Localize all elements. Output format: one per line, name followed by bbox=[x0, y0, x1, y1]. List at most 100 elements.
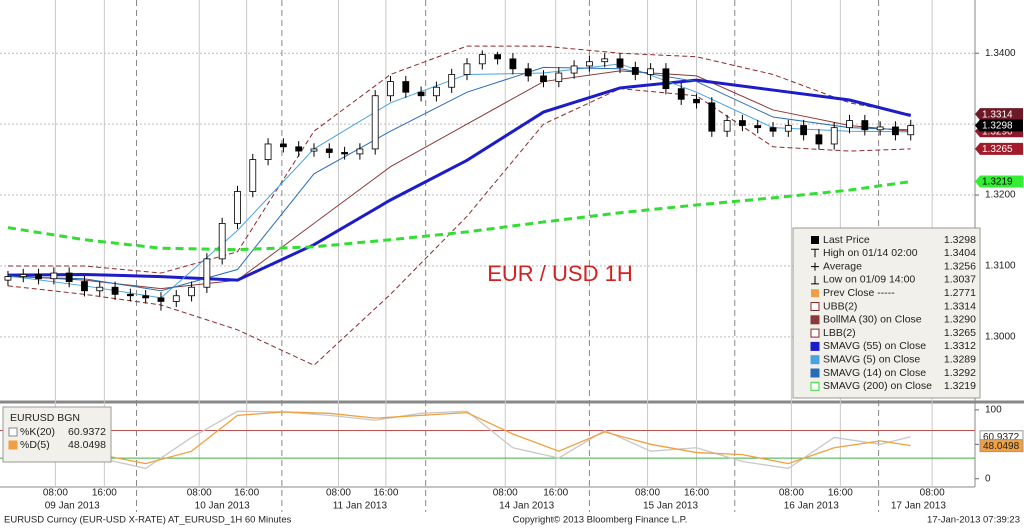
x-tick-label: 16:00 bbox=[684, 488, 709, 499]
candle-body bbox=[448, 74, 456, 88]
annotation: EUR / USD 1H bbox=[487, 261, 632, 286]
legend-icon bbox=[811, 248, 819, 258]
candle-body bbox=[876, 126, 884, 131]
candle-body bbox=[494, 54, 501, 60]
legend-value: 1.3292 bbox=[944, 367, 976, 379]
candle-body bbox=[586, 61, 593, 67]
legend-label: LBB(2) bbox=[823, 327, 856, 339]
candle-body bbox=[325, 148, 333, 153]
price-tag-label: 1.3298 bbox=[982, 121, 1013, 132]
candle-body bbox=[188, 286, 195, 297]
legend-label: Prev Close ----- bbox=[823, 287, 895, 299]
legend-swatch bbox=[8, 440, 18, 450]
candle-body bbox=[540, 75, 547, 82]
candle-body bbox=[907, 125, 915, 136]
legend-icon bbox=[811, 275, 819, 285]
candle-body bbox=[754, 125, 762, 129]
x-tick-label: 08:00 bbox=[43, 488, 68, 499]
legend-label: Low on 01/09 14:00 bbox=[823, 274, 915, 286]
date-label: 14 Jan 2013 bbox=[499, 501, 554, 512]
legend-swatch bbox=[810, 302, 820, 311]
candle-body bbox=[524, 68, 532, 77]
candle-body bbox=[846, 120, 853, 129]
price-tag-label: 1.3219 bbox=[982, 177, 1013, 188]
candle-body bbox=[555, 72, 563, 82]
legend-swatch bbox=[810, 328, 820, 338]
legend-swatch bbox=[8, 427, 18, 437]
candle-body bbox=[647, 68, 655, 75]
candle-body bbox=[19, 274, 27, 277]
date-label: 16 Jan 2013 bbox=[784, 501, 839, 512]
x-tick-label: 08:00 bbox=[779, 488, 804, 499]
legend-swatch bbox=[811, 289, 819, 298]
stoch-legend: EURUSD BGN %K(20) 60.9372 %D(5) 48.0498 bbox=[2, 406, 112, 463]
candle-body bbox=[157, 297, 165, 302]
candle-body bbox=[662, 68, 670, 90]
y-tick-label: 1.3200 bbox=[985, 190, 1016, 201]
x-tick-label: 16:00 bbox=[234, 488, 259, 499]
candle-body bbox=[172, 295, 180, 302]
candle-body bbox=[693, 98, 700, 104]
date-label: 09 Jan 2013 bbox=[45, 501, 100, 512]
stoch-tag bbox=[979, 439, 1024, 453]
legend-value: 1.3312 bbox=[944, 340, 976, 352]
candle-body bbox=[142, 295, 150, 299]
legend-label: %K(20) bbox=[20, 426, 55, 438]
legend-label: SMAVG (14) on Close bbox=[823, 367, 926, 379]
candle-body bbox=[509, 58, 517, 70]
candle-body bbox=[234, 191, 241, 224]
legend-swatch bbox=[810, 381, 820, 391]
x-tick-label: 16:00 bbox=[92, 488, 117, 499]
candle-body bbox=[861, 120, 869, 131]
candle-body bbox=[295, 146, 303, 152]
candle-body bbox=[769, 127, 777, 132]
date-label: 11 Jan 2013 bbox=[333, 501, 388, 512]
candle-body bbox=[96, 286, 104, 292]
y-tick-label: 1.3100 bbox=[985, 261, 1016, 272]
y-tick-label: 1.3400 bbox=[985, 48, 1016, 59]
candle-body bbox=[478, 54, 486, 65]
legend-swatch bbox=[811, 236, 819, 244]
x-tick-label: 16:00 bbox=[373, 488, 398, 499]
legend-value: 1.3404 bbox=[944, 247, 976, 259]
candle-body bbox=[264, 143, 272, 160]
candle-body bbox=[356, 148, 364, 155]
candle-body bbox=[631, 66, 639, 75]
candle-body bbox=[341, 152, 348, 155]
legend-label: BollMA (30) on Close bbox=[823, 314, 922, 326]
x-tick-label: 08:00 bbox=[326, 488, 351, 499]
candle-body bbox=[371, 95, 379, 150]
candle-body bbox=[815, 134, 823, 145]
legend-value: 48.0498 bbox=[68, 439, 106, 451]
legend-label: Average bbox=[823, 260, 862, 272]
footer-center: Copyright© 2013 Bloomberg Finance L.P. bbox=[513, 515, 688, 526]
y-tick-label: 0 bbox=[985, 473, 991, 484]
legend-label: SMAVG (5) on Close bbox=[823, 353, 920, 365]
candle-body bbox=[800, 125, 808, 136]
stoch-title: EURUSD BGN bbox=[10, 412, 80, 424]
candle-body bbox=[784, 125, 792, 132]
legend-swatch bbox=[810, 355, 820, 365]
series-line bbox=[7, 45, 911, 274]
legend-swatch bbox=[810, 368, 820, 378]
candle-body bbox=[81, 281, 88, 292]
legend-icon bbox=[811, 262, 819, 271]
candle-body bbox=[463, 63, 471, 75]
candle-body bbox=[387, 81, 394, 97]
legend-label: Last Price bbox=[823, 234, 870, 246]
price-tag-label: 1.3265 bbox=[982, 144, 1013, 155]
footer-right: 17-Jan-2013 07:39:23 bbox=[927, 515, 1020, 526]
x-tick-label: 16:00 bbox=[543, 488, 568, 499]
candle-body bbox=[279, 143, 287, 148]
candle-body bbox=[677, 88, 685, 100]
candle-body bbox=[4, 276, 12, 281]
legend-swatch bbox=[810, 341, 820, 351]
price-tag bbox=[975, 108, 1023, 121]
candle-body bbox=[570, 65, 578, 74]
x-tick-label: 08:00 bbox=[187, 488, 212, 499]
stoch-tag-label: 60.9372 bbox=[983, 432, 1020, 443]
candle-body bbox=[203, 258, 211, 288]
legend-value: 1.3256 bbox=[944, 260, 976, 272]
legend-value: 1.3314 bbox=[944, 300, 976, 312]
candle-body bbox=[432, 86, 440, 97]
